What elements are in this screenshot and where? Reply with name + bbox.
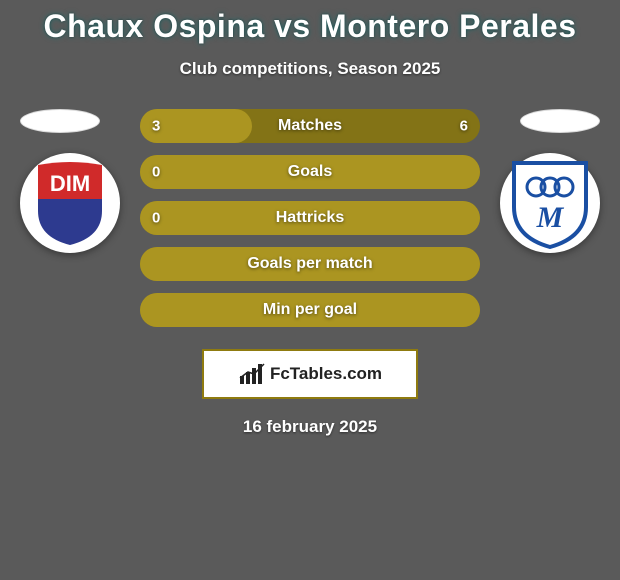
stat-bar-label: Min per goal (140, 301, 480, 319)
stat-bar-row: 0Goals (140, 155, 480, 189)
stat-bar-row: 0Hattricks (140, 201, 480, 235)
stat-bar-label: Matches (140, 117, 480, 135)
svg-text:DIM: DIM (50, 171, 90, 196)
stat-bar-row: 36Matches (140, 109, 480, 143)
flag-right (520, 109, 600, 133)
stat-bars: 36Matches 0Goals 0Hattricks Goals per match… (140, 109, 480, 339)
dim-shield-icon: DIM (30, 159, 110, 247)
stat-bar-row: Goals per match (140, 247, 480, 281)
date-line: 16 february 2025 (0, 417, 620, 437)
millonarios-shield-icon: M (508, 157, 592, 249)
brand-box: FcTables.com (202, 349, 418, 399)
stat-bar-label: Goals (140, 163, 480, 181)
subtitle: Club competitions, Season 2025 (0, 59, 620, 79)
flag-left (20, 109, 100, 133)
stat-bar-label: Goals per match (140, 255, 480, 273)
club-badge-right: M (500, 153, 600, 253)
club-badge-left: DIM (20, 153, 120, 253)
svg-text:M: M (536, 201, 565, 234)
page-title: Chaux Ospina vs Montero Perales (0, 0, 620, 45)
comparison-content: DIM M 36Matches 0Goals 0Hattricks Goals per… (0, 109, 620, 339)
bar-chart-icon (238, 362, 266, 386)
brand-text: FcTables.com (270, 364, 382, 384)
stat-bar-row: Min per goal (140, 293, 480, 327)
stat-bar-label: Hattricks (140, 209, 480, 227)
